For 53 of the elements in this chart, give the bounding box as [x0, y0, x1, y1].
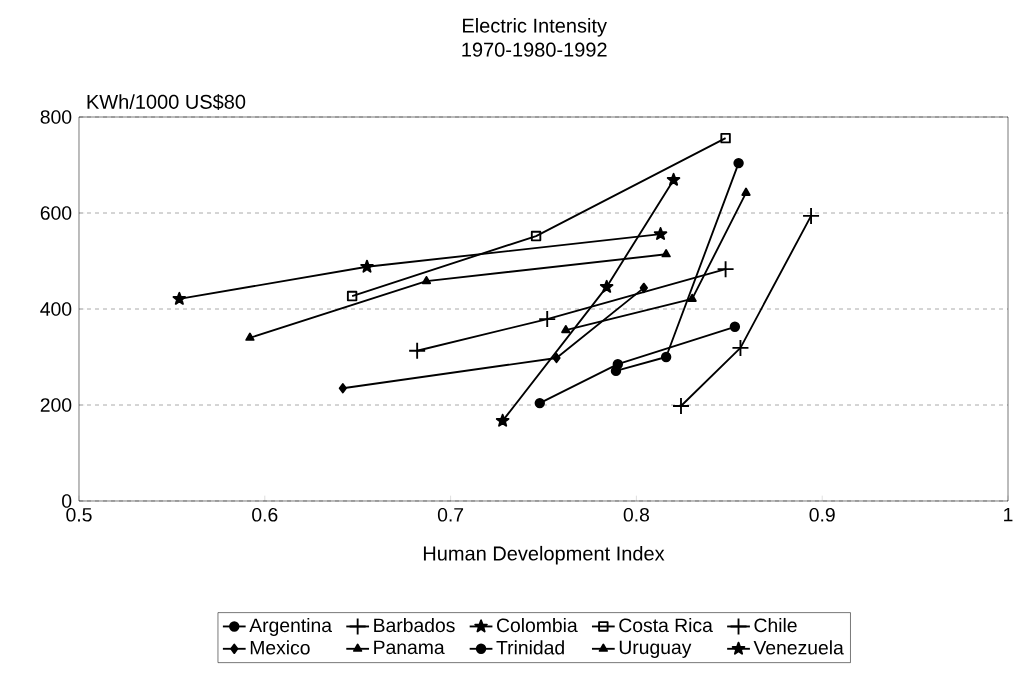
point	[338, 383, 347, 394]
point	[653, 227, 668, 241]
point	[360, 259, 374, 273]
y-tick-label: 400	[40, 302, 72, 316]
legend-label: Chile	[754, 617, 797, 633]
x-tick-label: 0.9	[809, 507, 835, 522]
point	[172, 291, 187, 305]
point	[495, 413, 510, 427]
y-axis-title: KWh/1000 US$80	[87, 93, 246, 111]
point	[660, 351, 672, 363]
point	[687, 293, 697, 302]
point	[245, 332, 255, 341]
point	[720, 132, 731, 144]
point	[561, 324, 571, 334]
y-tick-label: 600	[40, 206, 72, 220]
point	[741, 187, 751, 196]
legend-label: Panama	[374, 640, 445, 655]
point	[639, 282, 648, 294]
x-tick-label: 1	[1004, 507, 1013, 522]
x-tick-label: 0.6	[252, 507, 278, 522]
point	[421, 275, 432, 285]
y-tick-label: 200	[40, 398, 72, 412]
point	[716, 260, 735, 279]
point	[538, 310, 557, 329]
x-axis-title: Human Development Index	[423, 545, 665, 565]
point	[408, 341, 427, 360]
point	[530, 230, 542, 242]
legend-label: Mexico	[250, 640, 310, 655]
chart-subtitle: 1970-1980-1992	[462, 42, 607, 57]
y-tick-label: 800	[40, 110, 72, 124]
point	[729, 321, 741, 332]
point	[802, 206, 820, 225]
legend-label: Venezuela	[753, 640, 844, 655]
point	[346, 290, 358, 302]
x-tick-label: 0.5	[66, 507, 92, 522]
legend-label: Uruguay	[619, 640, 692, 658]
point	[733, 157, 744, 169]
legend-label: Costa Rica	[619, 617, 713, 633]
legend-label: Argentina	[249, 617, 332, 636]
x-tick-label: 0.8	[623, 507, 649, 522]
point	[534, 397, 545, 409]
point	[672, 397, 690, 415]
point	[666, 172, 681, 186]
chart-title: Electric Intensity	[463, 18, 607, 37]
x-tick-label: 0.7	[437, 507, 464, 522]
legend-label: Barbados	[374, 617, 455, 633]
point	[599, 279, 614, 293]
legend-label: Colombia	[497, 617, 578, 633]
point	[731, 338, 750, 357]
point	[661, 249, 671, 258]
point	[552, 352, 561, 364]
y-tick-label: 0	[62, 494, 72, 508]
legend-label: Trinidad	[496, 640, 564, 655]
